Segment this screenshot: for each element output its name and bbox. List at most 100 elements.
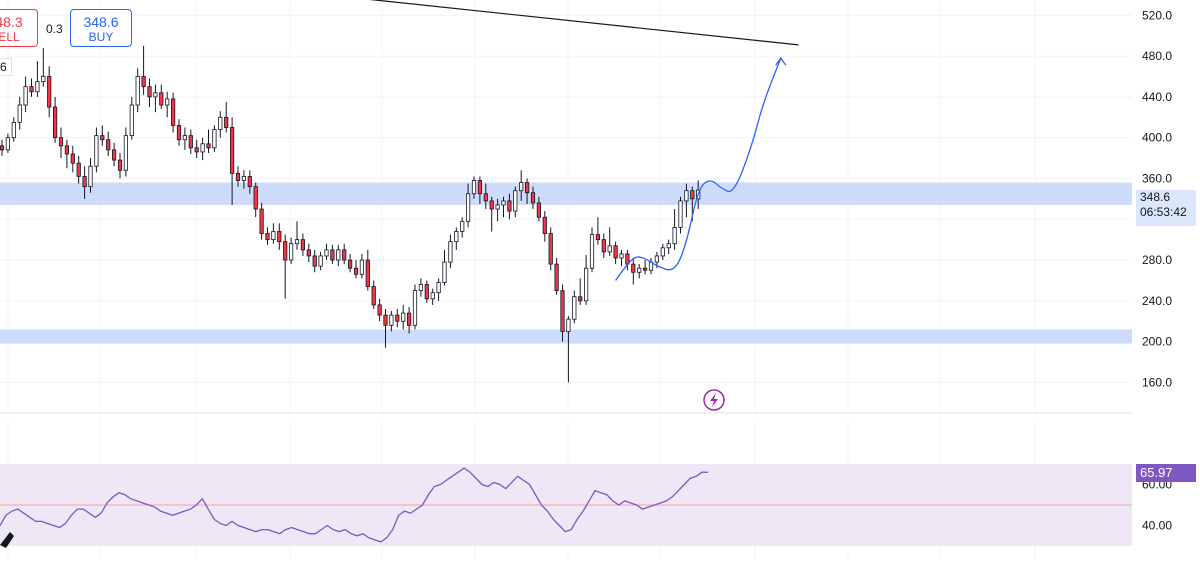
candle-body — [35, 81, 40, 93]
candle — [277, 223, 282, 250]
candle — [17, 96, 22, 130]
candle — [259, 202, 264, 240]
candle — [200, 137, 205, 161]
candle — [306, 243, 311, 263]
candle — [176, 119, 182, 146]
candle-body — [501, 200, 506, 206]
price-axis-tick: 440.0 — [1142, 90, 1172, 104]
candle-body — [365, 259, 370, 287]
rsi-value-label: 65.97 — [1136, 464, 1196, 482]
legend-badge[interactable]: 6 — [0, 58, 12, 76]
candle-body — [265, 233, 270, 241]
candle — [613, 241, 618, 265]
candle-body — [536, 202, 542, 218]
sell-price: 48.3 — [0, 14, 23, 30]
candle — [342, 243, 347, 265]
candle — [554, 257, 559, 295]
candle-body — [595, 234, 601, 241]
spread-value: 0.3 — [46, 22, 63, 36]
candle-body — [418, 284, 424, 292]
candle-body — [283, 241, 288, 261]
candle-body — [312, 255, 317, 267]
candle — [454, 227, 459, 250]
candle — [607, 227, 612, 256]
candle — [212, 125, 217, 152]
candle-body — [336, 249, 341, 261]
candle — [141, 45, 146, 95]
candle — [294, 221, 300, 250]
candle-body — [0, 145, 5, 151]
candle — [519, 170, 524, 201]
candle — [572, 290, 577, 324]
candle — [235, 166, 241, 187]
candle-body — [489, 200, 494, 210]
candle-body — [666, 243, 671, 249]
candle — [271, 223, 276, 244]
candle — [536, 196, 542, 222]
support-resistance-zone — [0, 329, 1132, 344]
candle — [589, 227, 595, 273]
candle — [424, 280, 429, 303]
candle-body — [153, 92, 158, 98]
candle — [229, 117, 235, 205]
candle-body — [247, 176, 252, 188]
candle-body — [637, 267, 642, 273]
candle-body — [294, 239, 300, 245]
candle — [542, 211, 547, 242]
price-axis-tick: 240.0 — [1142, 294, 1172, 308]
buy-button[interactable]: 348.6 BUY — [70, 9, 132, 47]
candle — [53, 96, 58, 143]
candle-body — [82, 176, 87, 188]
price-axis-tick: 200.0 — [1142, 335, 1172, 349]
candle — [117, 152, 123, 179]
candle-body — [188, 135, 193, 149]
candle-body — [235, 172, 241, 181]
candle — [35, 61, 40, 97]
candle — [58, 127, 64, 159]
candle-body — [182, 135, 187, 141]
lightning-icon[interactable] — [703, 389, 725, 411]
sell-button[interactable]: 48.3 ELL — [0, 9, 38, 47]
candle-body — [513, 190, 518, 212]
candle-body — [377, 304, 382, 316]
candle — [147, 78, 152, 108]
candle-body — [324, 249, 329, 257]
candle — [513, 186, 518, 218]
candle-body — [525, 182, 530, 194]
candle — [643, 260, 648, 275]
candle — [82, 166, 87, 199]
candle — [359, 253, 365, 279]
candle — [336, 244, 341, 267]
candle-body — [259, 208, 264, 234]
candle-body — [406, 312, 412, 326]
candle — [265, 227, 270, 245]
candle — [135, 68, 140, 113]
candle-body — [690, 190, 695, 200]
candle — [501, 196, 506, 218]
candle-body — [318, 255, 323, 267]
candle-body — [206, 143, 211, 149]
candle — [406, 306, 412, 334]
candle-body — [100, 135, 105, 141]
candle — [165, 91, 170, 118]
candle-body — [578, 296, 583, 302]
candle — [283, 234, 288, 299]
candle-body — [460, 220, 465, 232]
lightning-icon-bolt — [710, 393, 718, 407]
buy-price: 348.6 — [83, 14, 119, 30]
candle — [123, 127, 128, 177]
candle — [601, 233, 606, 258]
price-axis-tick: 480.0 — [1142, 49, 1172, 63]
candle-body — [170, 98, 176, 126]
candle-body — [117, 159, 123, 171]
trendline — [369, 0, 799, 46]
candle — [188, 129, 193, 154]
candle — [194, 139, 199, 159]
candle — [489, 196, 494, 232]
candle-body — [389, 314, 394, 326]
buy-label: BUY — [88, 30, 114, 44]
candle-body — [253, 186, 258, 210]
candle-body — [165, 98, 170, 106]
candle — [153, 84, 158, 113]
